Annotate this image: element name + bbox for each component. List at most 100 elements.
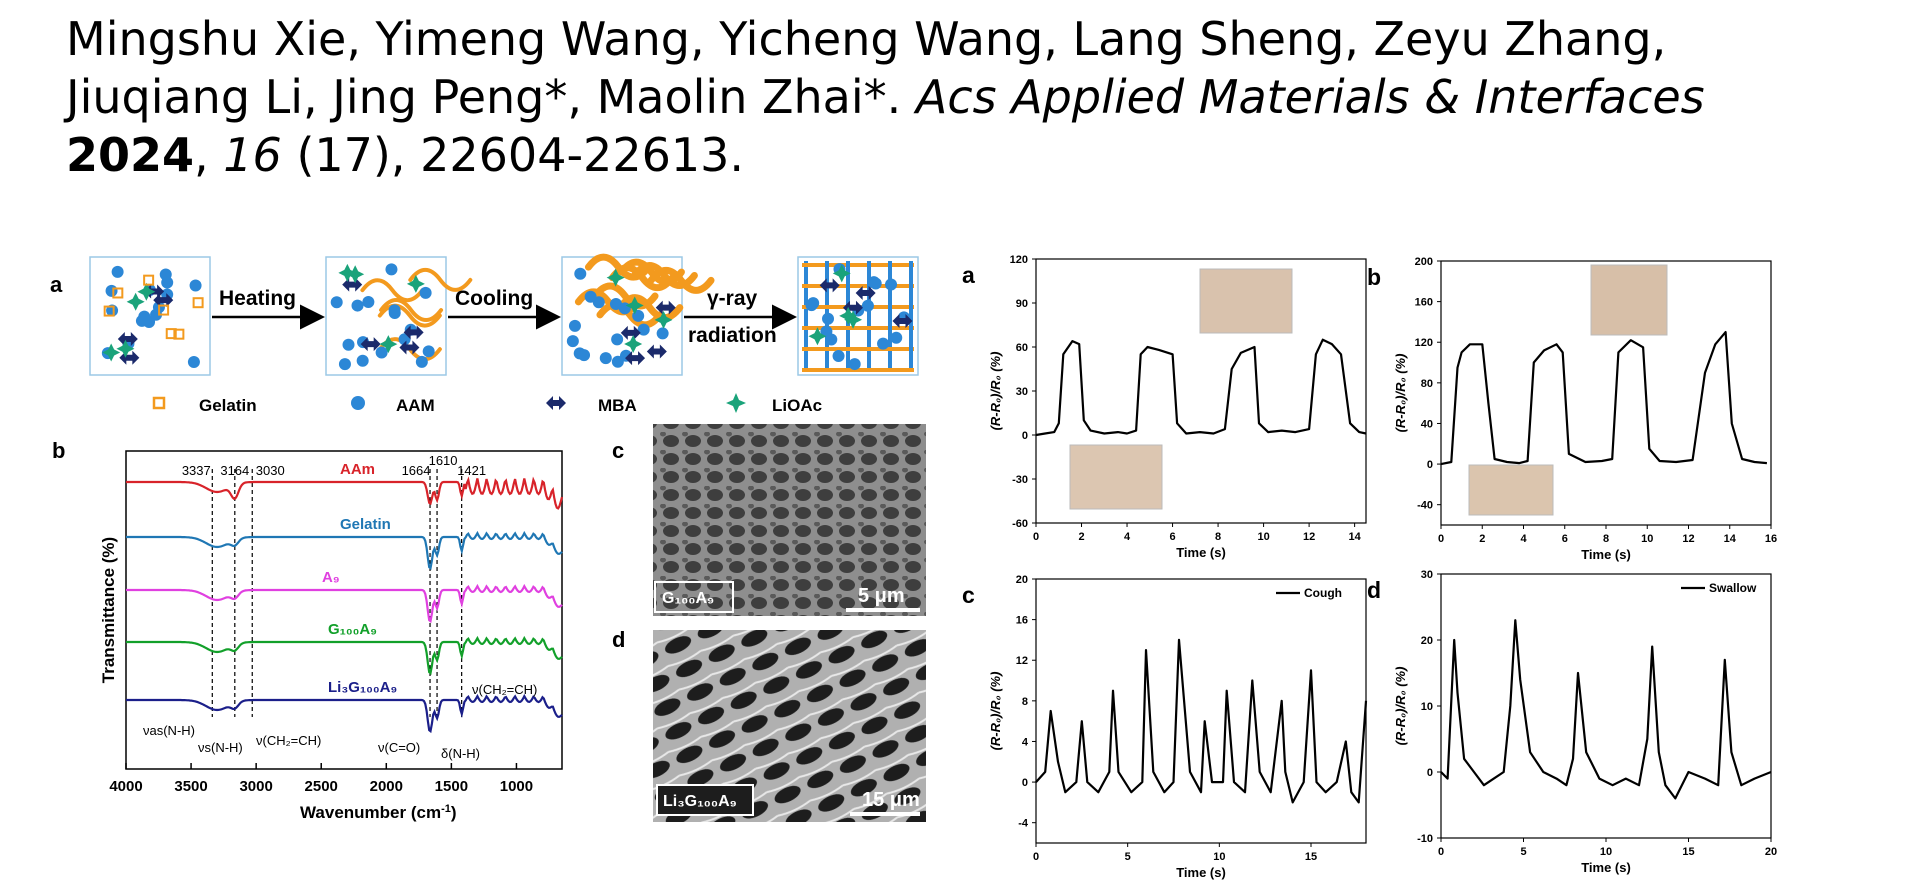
citation-authors: Mingshu Xie, Yimeng Wang, Yicheng Wang, …	[66, 12, 1667, 124]
inset-photo-bent-finger	[1199, 268, 1293, 334]
mba-molecule	[625, 351, 646, 366]
y-tick-label: 40	[1421, 418, 1433, 430]
y-axis-label: (R-R₀)/R₀ (%)	[988, 672, 1003, 751]
ftir-trace	[126, 693, 563, 734]
y-tick-label: 0	[1427, 767, 1433, 779]
x-tick-label: 14	[1724, 533, 1737, 545]
sem-label-box-d	[656, 784, 754, 816]
mba-molecule	[153, 293, 174, 308]
x-tick-label: 6	[1169, 531, 1175, 543]
aam-dot	[611, 355, 624, 368]
lioac-ion	[832, 264, 851, 283]
aam-icon	[351, 396, 365, 410]
aam-dot	[388, 306, 401, 319]
x-tick-label: 12	[1303, 531, 1315, 543]
x-tick-label: 16	[1765, 533, 1777, 545]
citation-volume: 16	[223, 128, 282, 182]
gelatin-piece	[192, 297, 204, 309]
lioac-ion	[844, 310, 863, 329]
mba-molecule	[646, 344, 667, 359]
annotation-nu-ch2ch-a: ν(CH₂=CH)	[256, 733, 321, 748]
x-tick-label: 10	[1257, 531, 1269, 543]
aam-dot	[805, 299, 818, 312]
panel-letter: a	[962, 262, 975, 288]
panel-letter: b	[1367, 264, 1381, 290]
aam-dot	[885, 278, 898, 291]
x-tick-label: 0	[1438, 533, 1444, 545]
y-tick-label: 120	[1415, 337, 1433, 349]
x-tick-label: 0	[1438, 846, 1444, 858]
y-tick-label: -40	[1417, 500, 1433, 512]
citation-issue-pages: (17), 22604-22613.	[296, 128, 745, 182]
x-tick-label: 15	[1682, 846, 1694, 858]
mba-molecule	[117, 332, 138, 347]
aam-dot	[189, 279, 202, 292]
panel-letter: b	[52, 438, 65, 463]
ftir-trace	[126, 530, 563, 571]
sem-scale-d: 15 μm	[862, 789, 920, 811]
x-tick-label: 10	[1600, 846, 1612, 858]
gelatin-piece	[165, 328, 177, 340]
x-tick-label: 8	[1603, 533, 1609, 545]
aam-dot	[419, 286, 432, 299]
ftir-trace	[126, 635, 563, 676]
aam-dot	[362, 296, 375, 309]
y-tick-label: -4	[1018, 818, 1029, 830]
step-gamma-ray: γ-ray	[707, 287, 758, 310]
aam-dot	[877, 337, 890, 350]
y-tick-label: 16	[1016, 615, 1028, 627]
y-tick-label: 8	[1022, 696, 1028, 708]
lioac-ion	[406, 274, 425, 293]
peak-label: 1664	[402, 463, 431, 478]
panel-letter: d	[612, 627, 625, 652]
aam-dot	[637, 323, 650, 336]
chart-a: a 0 2 4 6 8 10 12 14 -60 -30 0 30 60 90 120 Time (s) (R-R…	[962, 254, 1367, 560]
scheme-box-4	[797, 256, 919, 376]
lioac-ion	[116, 339, 135, 358]
ftir-xtick-label: 1000	[500, 778, 533, 795]
aam-dot	[861, 299, 874, 312]
x-tick-label: 0	[1033, 531, 1039, 543]
gelatin-icon	[152, 396, 166, 410]
scheme-box-1	[89, 256, 211, 376]
gelatin-chain	[616, 294, 684, 322]
ftir-series-label: AAm	[340, 461, 375, 478]
mba-molecule	[655, 300, 676, 315]
scheme-box-3	[561, 253, 715, 376]
aam-dot	[385, 263, 398, 276]
data-line	[1035, 638, 1368, 804]
sem-image-c	[653, 424, 926, 616]
ftir-xtick-label: 1500	[435, 778, 468, 795]
x-tick-label: 4	[1520, 533, 1527, 545]
scheme-box-2	[325, 256, 473, 376]
y-tick-label: -10	[1417, 833, 1433, 845]
aam-dot	[415, 355, 428, 368]
lioac-icon	[726, 393, 746, 413]
mba-molecule	[403, 325, 424, 340]
lioac-ion	[625, 296, 644, 315]
data-line	[1440, 619, 1772, 800]
lioac-ion	[137, 282, 156, 301]
aam-dot	[832, 349, 845, 362]
x-tick-label: 5	[1520, 846, 1526, 858]
aam-dot	[822, 312, 835, 325]
peak-label: 1421	[457, 463, 486, 478]
panel-letter: c	[962, 582, 975, 608]
y-tick-label: 90	[1016, 298, 1028, 310]
aam-dot	[848, 358, 861, 371]
aam-dot	[351, 299, 364, 312]
gelatin-chain	[408, 267, 473, 292]
aam-dot	[342, 338, 355, 351]
aam-dot	[890, 331, 903, 344]
step-heating: Heating	[219, 287, 296, 310]
x-tick-label: 10	[1213, 851, 1225, 863]
y-tick-label: 20	[1421, 635, 1433, 647]
aam-dot	[609, 297, 622, 310]
step-cooling: Cooling	[455, 287, 533, 310]
ftir-series: AAm Gelatin A₉ G₁₀₀A₉ Li₃G₁₀₀A₉	[126, 461, 564, 734]
lioac-ion	[606, 268, 625, 287]
aam-dot	[375, 346, 388, 359]
inset-photo-bent-wrist	[1590, 264, 1668, 336]
ftir-series-label: A₉	[322, 569, 340, 586]
